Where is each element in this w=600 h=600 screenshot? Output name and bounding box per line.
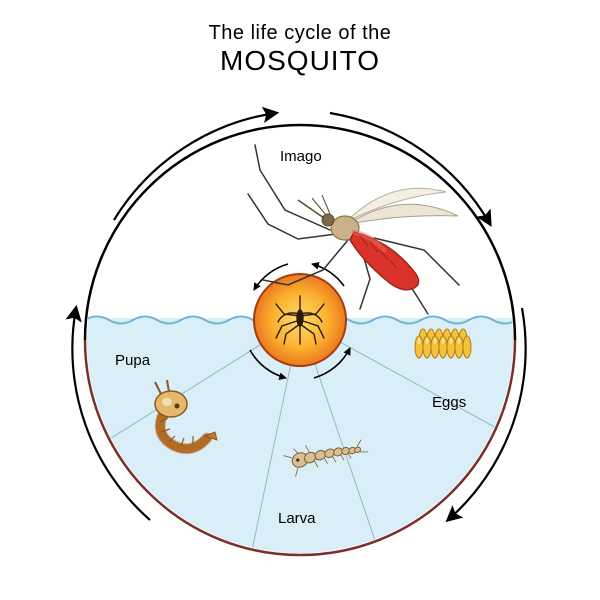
- label-pupa: Pupa: [115, 352, 150, 369]
- label-larva: Larva: [278, 510, 316, 527]
- label-eggs: Eggs: [432, 394, 466, 411]
- label-imago: Imago: [280, 148, 322, 165]
- diagram-container: The life cycle of the MOSQUITO: [0, 0, 600, 600]
